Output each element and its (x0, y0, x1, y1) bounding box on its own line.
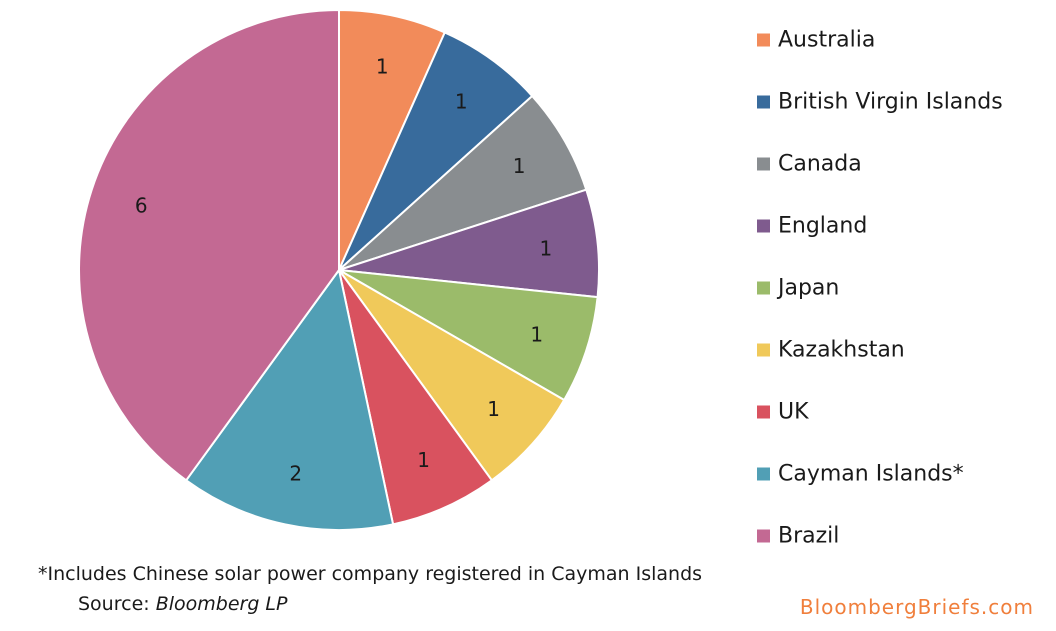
legend-label-british-virgin-islands: British Virgin Islands (778, 90, 1003, 115)
legend-label-uk: UK (778, 400, 809, 425)
pie-slices (78, 9, 600, 531)
pie-slice-british-virgin-islands (338, 31, 534, 271)
data-label-brazil: 6 (135, 194, 148, 218)
data-label-australia: 1 (376, 55, 389, 79)
legend-swatch-england (757, 219, 770, 233)
pie-slice-canada (338, 95, 588, 271)
legend-label-england: England (778, 214, 867, 239)
legend-item-england: England (757, 214, 867, 239)
legend-swatch-cayman-islands (757, 467, 770, 481)
footnote: *Includes Chinese solar power company re… (38, 563, 703, 585)
legend-label-brazil: Brazil (778, 524, 839, 549)
pie-slice-uk (338, 269, 493, 526)
data-label-japan: 1 (530, 322, 543, 346)
data-label-kazakhstan: 1 (487, 397, 500, 421)
legend-swatch-canada (757, 157, 770, 171)
source-name: Bloomberg LP (155, 593, 288, 615)
pie-slice-australia (338, 9, 446, 271)
legend-label-australia: Australia (778, 28, 875, 53)
legend-swatch-uk (757, 405, 770, 419)
legend-item-british-virgin-islands: British Virgin Islands (757, 90, 1003, 115)
pie-slice-kazakhstan (338, 269, 566, 482)
legend: Australia British Virgin Islands Canada Eng… (757, 28, 1003, 549)
legend-label-japan: Japan (776, 276, 839, 301)
legend-label-canada: Canada (778, 152, 862, 177)
legend-swatch-australia (757, 33, 770, 47)
legend-label-kazakhstan: Kazakhstan (778, 338, 905, 363)
legend-item-uk: UK (757, 400, 809, 425)
legend-item-japan: Japan (757, 276, 839, 301)
pie-slice-england (338, 188, 600, 299)
legend-item-canada: Canada (757, 152, 862, 177)
legend-swatch-japan (757, 281, 770, 295)
data-label-uk: 1 (417, 448, 430, 472)
source-line: Source: Bloomberg LP (78, 593, 287, 615)
brand-watermark: BloombergBriefs.com (799, 595, 1034, 619)
data-label-england: 1 (540, 236, 553, 260)
source-prefix: Source: (78, 593, 156, 615)
pie-slice-brazil (78, 9, 340, 482)
legend-label-cayman-islands: Cayman Islands* (778, 462, 964, 487)
slice-data-labels: 1 1 1 1 1 1 1 2 6 (135, 55, 552, 486)
legend-item-brazil: Brazil (757, 524, 839, 549)
legend-item-kazakhstan: Kazakhstan (757, 338, 905, 363)
data-label-cayman-islands: 2 (289, 462, 302, 486)
legend-swatch-british-virgin-islands (757, 95, 770, 109)
legend-item-cayman-islands: Cayman Islands* (757, 462, 964, 487)
legend-swatch-kazakhstan (757, 343, 770, 357)
data-label-canada: 1 (513, 154, 526, 178)
legend-swatch-brazil (757, 529, 770, 543)
pie-slice-japan (338, 269, 599, 401)
pie-slice-cayman-islands (185, 269, 395, 531)
data-label-british-virgin-islands: 1 (455, 90, 468, 114)
legend-item-australia: Australia (757, 28, 875, 53)
